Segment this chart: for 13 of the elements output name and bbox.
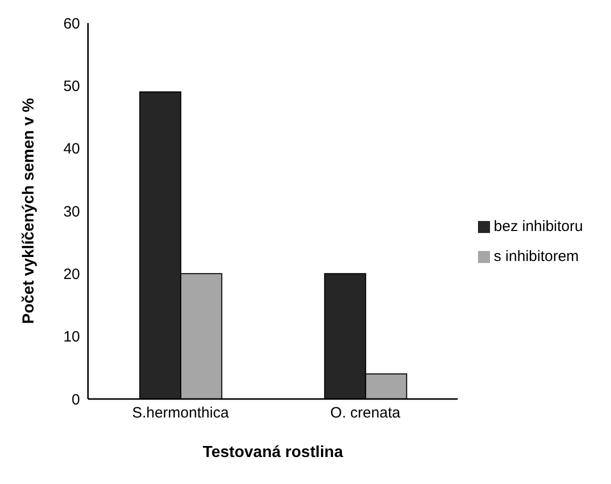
y-tick-label: 60 [63,15,80,32]
y-axis-title: Počet vyklíčených semen v % [20,98,38,324]
x-axis-title: Testovaná rostlina [202,444,344,461]
y-tick-label: 50 [63,78,80,95]
y-tick-label: 30 [63,203,80,220]
y-tick-label: 0 [72,391,80,408]
y-tick-label: 10 [63,328,80,346]
x-tick-label: O. crenata [330,404,401,422]
legend-label: bez inhibitoru [494,218,583,235]
x-tick-label: S.hermonthica [132,404,230,422]
legend-label: s inhibitorem [494,248,579,265]
y-tick-label: 20 [63,266,80,283]
y-tick-label: 40 [63,140,80,158]
